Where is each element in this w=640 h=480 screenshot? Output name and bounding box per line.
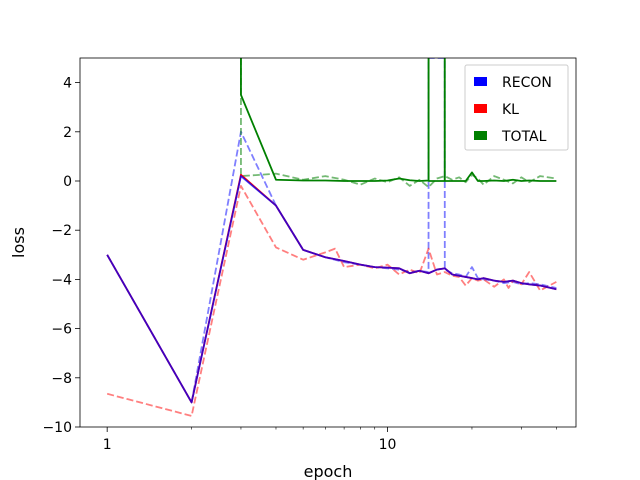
y-tick-label: −2: [51, 223, 72, 239]
legend-label-total: TOTAL: [501, 129, 547, 145]
series-line-total-solid: [240, 58, 557, 182]
legend-label-recon: RECON: [502, 75, 552, 91]
legend-swatch-kl: [474, 104, 487, 113]
y-tick-label: −8: [51, 371, 72, 387]
series-line-recon-solid: [106, 175, 557, 404]
y-tick-label: −4: [51, 272, 72, 288]
series-layer: [106, 58, 557, 417]
x-tick-label: 1: [103, 437, 112, 453]
legend-swatch-total: [474, 131, 487, 140]
y-tick-label: 4: [63, 76, 72, 92]
legend-label-kl: KL: [502, 102, 519, 118]
y-tick-label: −10: [42, 420, 72, 436]
x-axis-label: epoch: [304, 462, 353, 480]
x-tick-label: 10: [379, 437, 397, 453]
y-tick-label: −6: [51, 322, 72, 338]
axes-frame: [79, 57, 577, 428]
series-line-kl-dashed: [106, 185, 557, 417]
legend-box: [464, 64, 569, 151]
ticks-layer: 1 10 −10 −8 −6 −4 −2 0 2 4: [42, 76, 557, 453]
legend: RECON KL TOTAL: [464, 64, 569, 151]
y-axis-label: loss: [9, 227, 28, 258]
legend-swatch-recon: [474, 77, 487, 86]
y-tick-label: 2: [63, 125, 72, 141]
y-tick-label: 0: [63, 174, 72, 190]
